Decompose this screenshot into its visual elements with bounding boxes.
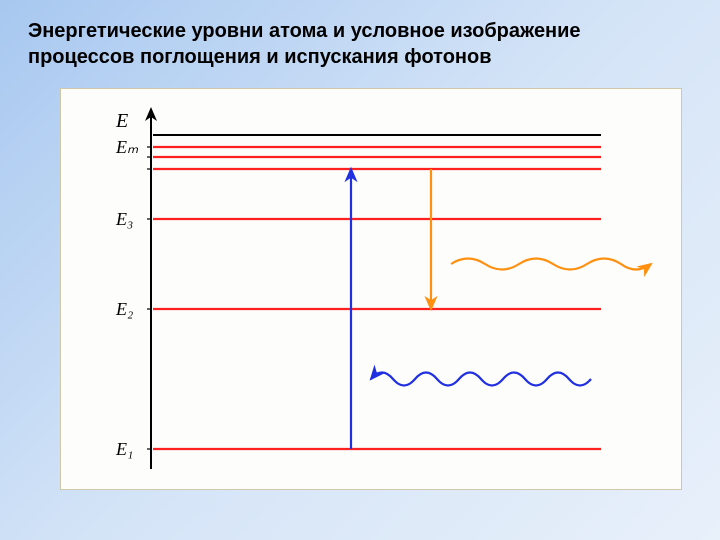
svg-text:E₁: E₁ bbox=[115, 439, 133, 459]
diagram-title: Энергетические уровни атома и условное и… bbox=[0, 0, 720, 80]
svg-text:E₂: E₂ bbox=[115, 299, 133, 319]
svg-text:E: E bbox=[115, 110, 128, 132]
svg-text:E₃: E₃ bbox=[115, 209, 133, 229]
energy-level-diagram: E Eₘ E₃ E₂ E₁ bbox=[60, 88, 682, 490]
svg-text:Eₘ: Eₘ bbox=[115, 137, 139, 157]
diagram-svg: E Eₘ E₃ E₂ E₁ bbox=[61, 89, 681, 489]
